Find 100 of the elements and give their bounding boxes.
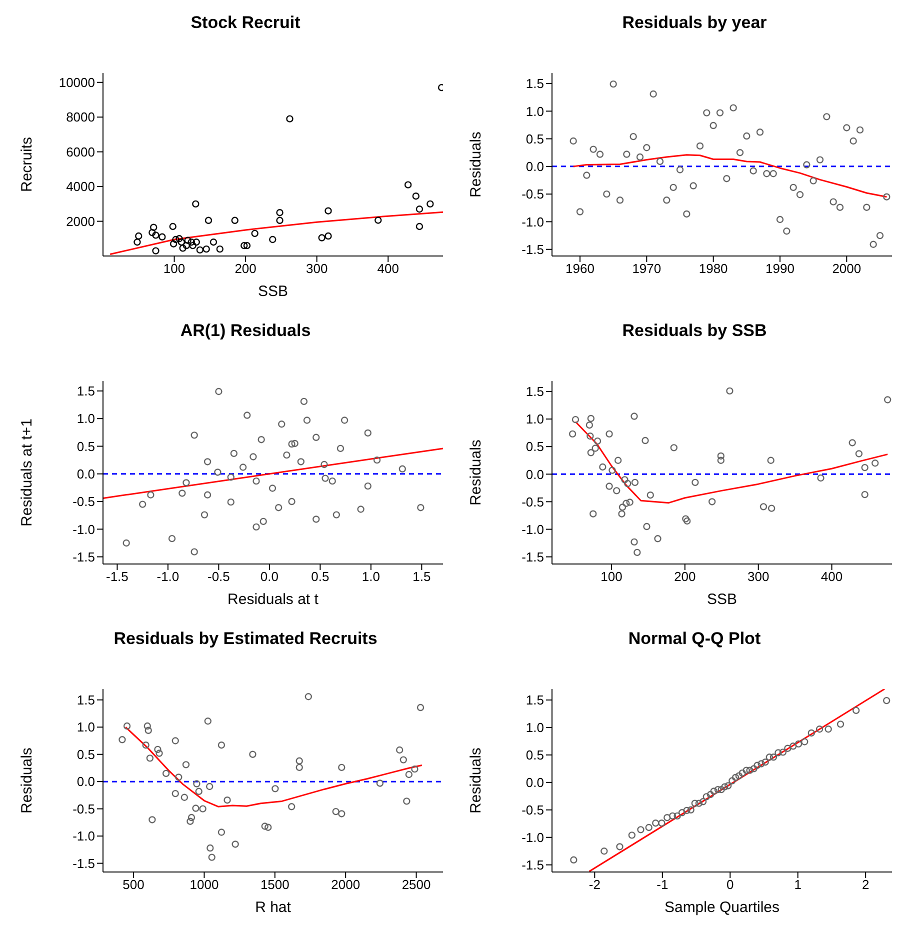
point — [175, 774, 182, 781]
x-tick-label: 500 — [122, 877, 144, 892]
point — [186, 818, 194, 825]
point — [637, 826, 644, 834]
point — [728, 777, 736, 784]
point — [190, 432, 198, 439]
point — [779, 748, 787, 756]
point — [861, 490, 868, 498]
x-tick-label: 2000 — [331, 877, 360, 892]
point — [320, 460, 328, 468]
point — [162, 770, 170, 778]
point — [730, 104, 737, 112]
y-tick-label: 4000 — [66, 179, 95, 194]
point — [278, 420, 286, 428]
point — [215, 388, 222, 396]
chart-title: AR(1) Residuals — [179, 320, 312, 342]
point — [674, 812, 681, 820]
y-axis-title: Residuals — [467, 132, 484, 198]
point — [670, 184, 677, 192]
point — [776, 216, 784, 224]
point — [742, 766, 750, 774]
point — [855, 450, 863, 458]
point — [870, 240, 877, 248]
point — [152, 232, 160, 239]
point — [621, 476, 628, 484]
y-axis-title: Recruits — [18, 136, 36, 192]
point — [576, 208, 584, 216]
point — [261, 822, 268, 830]
point — [328, 477, 336, 485]
point — [178, 490, 186, 497]
point — [663, 196, 670, 204]
point — [767, 456, 774, 464]
point — [682, 515, 690, 522]
chart-title: Stock Recruit — [190, 12, 302, 34]
point — [154, 746, 162, 754]
point — [180, 794, 188, 801]
y-tick-label: -0.5 — [522, 494, 544, 510]
point — [599, 463, 606, 471]
x-axis-title: SSB — [706, 591, 738, 608]
point — [411, 765, 418, 773]
point — [883, 193, 890, 200]
point — [608, 466, 616, 474]
point — [587, 414, 595, 422]
point — [188, 814, 196, 822]
point — [258, 436, 265, 444]
point — [122, 539, 130, 547]
point — [152, 247, 160, 254]
point — [616, 196, 624, 204]
point — [146, 754, 154, 762]
y-tick-label: -0.5 — [72, 494, 95, 510]
point — [288, 440, 296, 448]
point — [374, 216, 382, 224]
point — [218, 742, 226, 749]
point — [618, 504, 626, 511]
point — [230, 450, 238, 458]
point — [754, 762, 761, 769]
point — [836, 720, 844, 728]
point — [274, 504, 282, 512]
point — [643, 522, 650, 530]
y-tick-label: 8000 — [66, 110, 95, 125]
x-tick-label: 0.0 — [260, 569, 278, 584]
point — [172, 236, 180, 244]
y-tick-label: -0.5 — [72, 801, 95, 816]
point — [596, 150, 604, 158]
point — [770, 754, 778, 761]
point — [796, 191, 804, 198]
point — [683, 210, 690, 218]
point — [852, 706, 860, 714]
point — [691, 800, 699, 807]
point — [192, 804, 200, 812]
point — [243, 242, 251, 250]
point — [364, 429, 372, 437]
x-tick-label: 400 — [820, 569, 843, 584]
point — [276, 208, 284, 216]
point — [790, 184, 797, 192]
point — [592, 444, 599, 452]
point — [586, 432, 594, 440]
x-tick-label: 0.5 — [311, 569, 330, 584]
point — [144, 726, 152, 734]
point — [630, 412, 638, 420]
point — [706, 790, 714, 798]
point — [318, 234, 326, 242]
chart-title: Residuals by year — [621, 12, 768, 34]
point — [717, 456, 724, 464]
point — [297, 458, 305, 466]
point — [206, 782, 214, 790]
point — [148, 816, 156, 824]
point — [276, 216, 284, 224]
y-tick-label: -1.5 — [72, 856, 95, 871]
y-tick-label: 0.0 — [526, 159, 544, 174]
point — [702, 793, 710, 800]
point — [750, 765, 758, 772]
point — [240, 242, 248, 250]
point — [650, 90, 657, 98]
point — [726, 387, 734, 395]
point — [710, 122, 717, 130]
point — [882, 696, 890, 704]
y-tick-label: 0.0 — [76, 774, 95, 790]
point — [624, 480, 632, 488]
point — [856, 126, 864, 134]
